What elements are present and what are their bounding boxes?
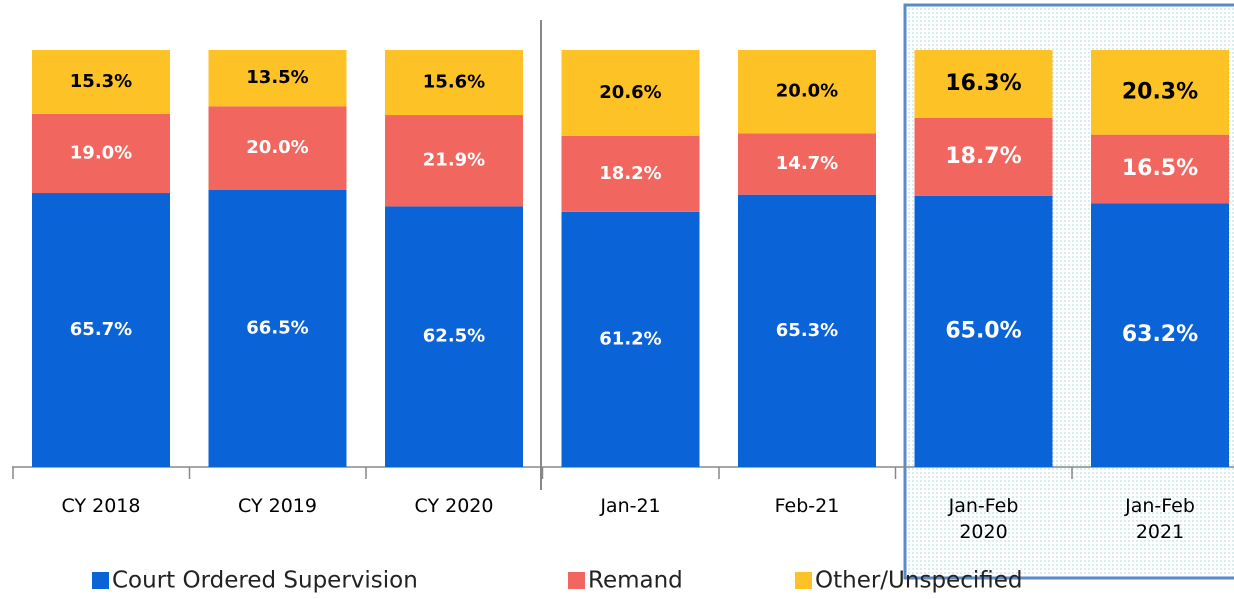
bar-segment: [208, 106, 347, 190]
bar-segment: [32, 113, 170, 194]
bar-segment: [1091, 203, 1229, 467]
x-tick-label: Jan-Feb 2021: [1125, 495, 1195, 543]
legend-swatch: [92, 572, 109, 589]
value-label: 65.3%: [776, 320, 838, 341]
value-label: 66.5%: [246, 317, 308, 338]
bar-segment: [561, 50, 700, 136]
value-label: 21.9%: [423, 150, 485, 171]
legend-swatch: [568, 572, 585, 589]
value-label: 18.7%: [945, 144, 1021, 169]
bar-segment: [208, 50, 347, 107]
value-label: 15.6%: [423, 72, 485, 93]
bar-segment: [914, 50, 1053, 118]
value-label: 62.5%: [423, 326, 485, 347]
legend-label: Court Ordered Supervision: [112, 568, 418, 594]
bar-segment: [738, 194, 876, 467]
value-label: 19.0%: [70, 142, 132, 163]
x-tick-label: CY 2020: [414, 495, 494, 517]
value-label: 65.0%: [945, 318, 1021, 343]
x-tick-label: Jan-Feb 2020: [948, 495, 1019, 543]
legend-label: Other/Unspecified: [815, 568, 1022, 594]
value-label: 20.0%: [246, 137, 308, 158]
bar-segment: [385, 206, 523, 467]
value-label: 16.3%: [945, 71, 1021, 96]
value-label: 18.2%: [599, 163, 661, 184]
legend-label: Remand: [588, 568, 683, 594]
x-tick-label: Jan-21: [600, 495, 661, 517]
value-label: 20.3%: [1122, 79, 1198, 104]
value-label: 20.0%: [776, 81, 838, 102]
x-tick-label: Feb-21: [774, 495, 840, 517]
value-label: 63.2%: [1122, 322, 1198, 347]
bar-segment: [914, 117, 1053, 196]
bar-segment: [561, 211, 700, 467]
bar-segment: [32, 193, 170, 467]
value-label: 14.7%: [776, 153, 838, 174]
legend-swatch: [795, 572, 812, 589]
value-label: 61.2%: [599, 328, 661, 349]
bar-segment: [385, 115, 523, 207]
x-tick-label: CY 2019: [238, 495, 317, 517]
bar-segment: [1091, 134, 1229, 204]
value-label: 20.6%: [599, 82, 661, 103]
bar-segment: [914, 195, 1053, 467]
bar-segment: [208, 189, 347, 467]
x-tick-label: CY 2018: [61, 495, 141, 517]
value-label: 65.7%: [70, 319, 132, 340]
bar-segment: [738, 50, 876, 134]
bar-segment: [385, 50, 523, 116]
value-label: 13.5%: [246, 67, 308, 88]
bar-segment: [561, 135, 700, 212]
bar-segment: [1091, 50, 1229, 135]
value-label: 15.3%: [70, 71, 132, 92]
bar-segment: [32, 50, 170, 114]
bar-segment: [738, 133, 876, 195]
value-label: 16.5%: [1122, 156, 1198, 181]
